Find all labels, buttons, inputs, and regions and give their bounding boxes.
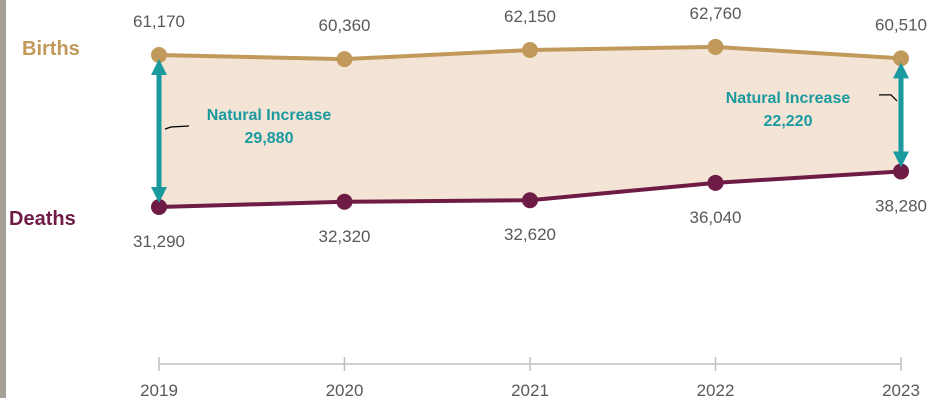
deaths-point xyxy=(522,192,538,209)
deaths-value-label: 32,320 xyxy=(319,227,371,246)
deaths-point xyxy=(336,193,353,210)
births-point xyxy=(151,47,167,63)
x-tick-label: 2020 xyxy=(326,381,364,398)
deaths-value-label: 32,620 xyxy=(504,225,556,244)
births-value-label: 62,760 xyxy=(690,4,742,23)
births-point xyxy=(893,50,909,67)
births-series-label: Births xyxy=(22,38,80,60)
births-point xyxy=(707,38,724,55)
x-axis-ticks: 2019 2020 2021 2022 2023 xyxy=(140,357,920,398)
deaths-points xyxy=(151,163,909,215)
callout-leader-line xyxy=(164,125,190,130)
natural-increase-annotations: Natural Increase 29,880 Natural Increase 22… xyxy=(150,58,910,204)
data-labels: 61,170 60,360 62,150 62,760 60,510 31,290 32,3… xyxy=(133,4,927,251)
deaths-series-label: Deaths xyxy=(9,208,76,230)
x-tick-label: 2019 xyxy=(140,381,178,398)
natural-increase-value: 22,220 xyxy=(764,113,813,130)
births-value-label: 60,510 xyxy=(875,15,927,34)
natural-increase-value: 29,880 xyxy=(245,130,294,147)
births-value-label: 60,360 xyxy=(319,16,371,35)
natural-increase-title: Natural Increase xyxy=(726,90,851,107)
births-value-label: 61,170 xyxy=(133,12,185,31)
deaths-value-label: 38,280 xyxy=(875,196,927,215)
left-frame-line xyxy=(0,0,6,398)
callout-leader-line xyxy=(879,94,898,102)
births-point xyxy=(522,42,538,59)
deaths-value-label: 36,040 xyxy=(690,208,742,227)
x-tick-label: 2021 xyxy=(511,381,549,398)
births-value-label: 62,150 xyxy=(504,7,556,26)
deaths-point xyxy=(707,174,724,191)
deaths-point xyxy=(151,199,167,215)
x-tick-label: 2022 xyxy=(697,381,735,398)
deaths-value-label: 31,290 xyxy=(133,232,185,251)
natural-increase-title: Natural Increase xyxy=(207,107,332,124)
x-tick-label: 2023 xyxy=(882,381,920,398)
natural-increase-area xyxy=(159,46,901,207)
births-point xyxy=(336,51,353,68)
deaths-point xyxy=(893,163,909,180)
